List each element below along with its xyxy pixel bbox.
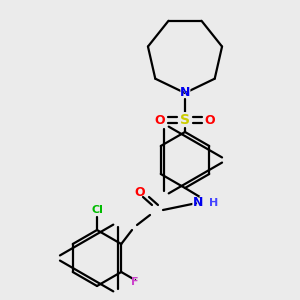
Text: O: O — [154, 112, 166, 128]
Text: S: S — [179, 111, 191, 129]
Text: H: H — [209, 198, 218, 208]
Text: F: F — [131, 277, 139, 287]
Text: N: N — [180, 86, 190, 100]
Text: H: H — [209, 196, 220, 210]
Text: Cl: Cl — [90, 203, 104, 217]
Text: S: S — [180, 113, 190, 127]
Text: O: O — [134, 184, 146, 200]
Text: N: N — [193, 196, 203, 209]
Text: N: N — [178, 85, 191, 100]
Text: O: O — [205, 113, 215, 127]
Text: N: N — [190, 196, 203, 211]
Text: F: F — [130, 275, 140, 289]
Text: O: O — [135, 185, 145, 199]
Text: O: O — [203, 112, 217, 128]
Text: O: O — [155, 113, 165, 127]
Text: Cl: Cl — [91, 205, 103, 215]
